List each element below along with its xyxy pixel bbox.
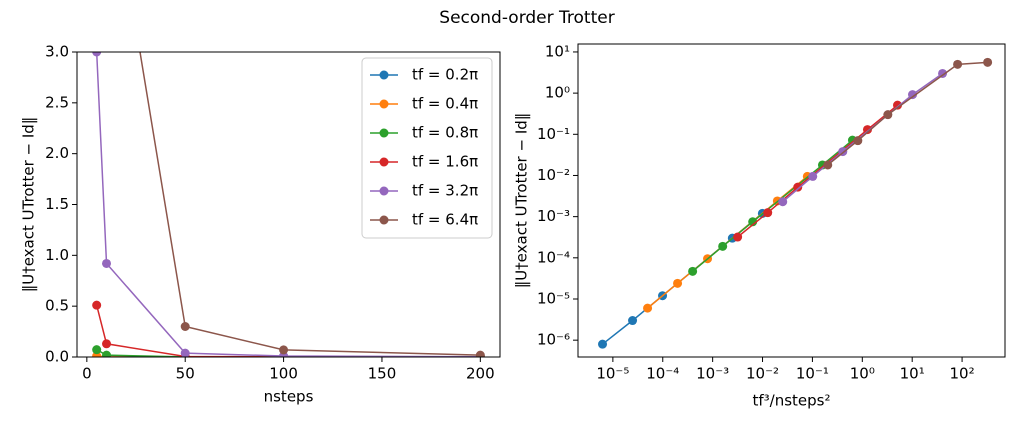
x-tick-label: 200 (466, 365, 495, 383)
y-tick-label: 0.5 (45, 297, 69, 315)
data-point (643, 303, 653, 313)
x-tick-label: 10⁰ (850, 365, 875, 383)
data-point (853, 136, 863, 146)
data-point (793, 182, 803, 192)
data-point (808, 171, 818, 181)
data-point (475, 350, 485, 357)
y-tick-label: 2.0 (45, 144, 69, 162)
data-point (733, 232, 743, 242)
data-point (102, 258, 112, 268)
y-tick-label: 10¹ (545, 42, 570, 60)
legend-marker (379, 128, 389, 138)
y-axis-label: ‖U†exact UTrotter − Id‖ (513, 113, 531, 289)
data-point (180, 348, 190, 357)
legend-marker (379, 70, 389, 80)
figure-title: Second-order Trotter (439, 8, 614, 28)
data-point (628, 316, 638, 326)
y-tick-label: 10⁻¹ (537, 125, 570, 143)
plot-area (598, 57, 993, 349)
legend-marker (379, 157, 389, 167)
data-point (778, 197, 788, 207)
data-point (688, 266, 698, 276)
data-point (862, 125, 872, 135)
data-point (718, 241, 728, 251)
series-line (692, 139, 853, 272)
legend-box (361, 57, 493, 239)
x-axis-label: nsteps (264, 388, 314, 406)
data-point (763, 208, 773, 218)
legend-label: tf = 1.6π (412, 153, 478, 171)
axes-frame (76, 51, 501, 358)
y-tick-label: 2.5 (45, 93, 69, 111)
data-point (92, 52, 102, 57)
data-point (938, 68, 948, 78)
y-tick-label: 10⁻⁴ (537, 248, 570, 266)
x-tick-label: 10⁻³ (696, 365, 729, 383)
legend-label: tf = 0.4π (412, 95, 478, 113)
legend-label: tf = 6.4π (412, 211, 478, 229)
legend-marker (379, 215, 389, 225)
legend-label: tf = 0.8π (412, 124, 478, 142)
y-axis-label: ‖U†exact UTrotter − Id‖ (20, 117, 38, 293)
y-tick-label: 10⁰ (545, 84, 570, 102)
legend-marker (379, 99, 389, 109)
x-axis-label: tf³/nsteps² (752, 392, 830, 410)
y-tick-label: 10⁻⁵ (537, 289, 570, 307)
series-line (827, 61, 988, 166)
data-point (883, 110, 893, 120)
x-tick-label: 10⁻¹ (796, 365, 829, 383)
data-point (92, 345, 102, 355)
data-point (893, 100, 903, 110)
x-tick-label: 0 (82, 365, 92, 383)
x-tick-label: 50 (176, 365, 195, 383)
x-tick-label: 150 (368, 365, 397, 383)
data-point (748, 217, 758, 227)
data-point (983, 57, 993, 67)
x-tick-label: 10¹ (900, 365, 925, 383)
data-point (673, 278, 683, 288)
y-tick-label: 10⁻³ (537, 207, 570, 225)
y-tick-label: 10⁻² (537, 166, 570, 184)
x-tick-label: 10⁻⁵ (596, 365, 629, 383)
y-tick-label: 0.0 (45, 348, 69, 366)
x-tick-label: 100 (269, 365, 298, 383)
y-tick-label: 10⁻⁶ (537, 331, 570, 349)
data-point (953, 59, 963, 69)
y-tick-label: 1.0 (45, 246, 69, 264)
legend-marker (379, 186, 389, 196)
data-point (279, 345, 289, 355)
data-point (92, 300, 102, 310)
series-line (95, 304, 481, 357)
x-tick-label: 10⁻² (746, 365, 779, 383)
legend-label: tf = 3.2π (412, 182, 478, 200)
y-tick-label: 1.5 (45, 195, 69, 213)
y-tick-label: 3.0 (45, 43, 69, 61)
x-tick-label: 10² (950, 365, 975, 383)
data-point (102, 350, 112, 357)
axes-frame (577, 43, 1006, 358)
data-point (598, 339, 608, 349)
data-point (180, 322, 190, 331)
x-tick-label: 10⁻⁴ (646, 365, 679, 383)
data-point (823, 160, 833, 170)
data-point (102, 339, 112, 349)
legend-label: tf = 0.2π (412, 66, 478, 84)
data-point (908, 90, 918, 100)
series-line (737, 104, 898, 238)
